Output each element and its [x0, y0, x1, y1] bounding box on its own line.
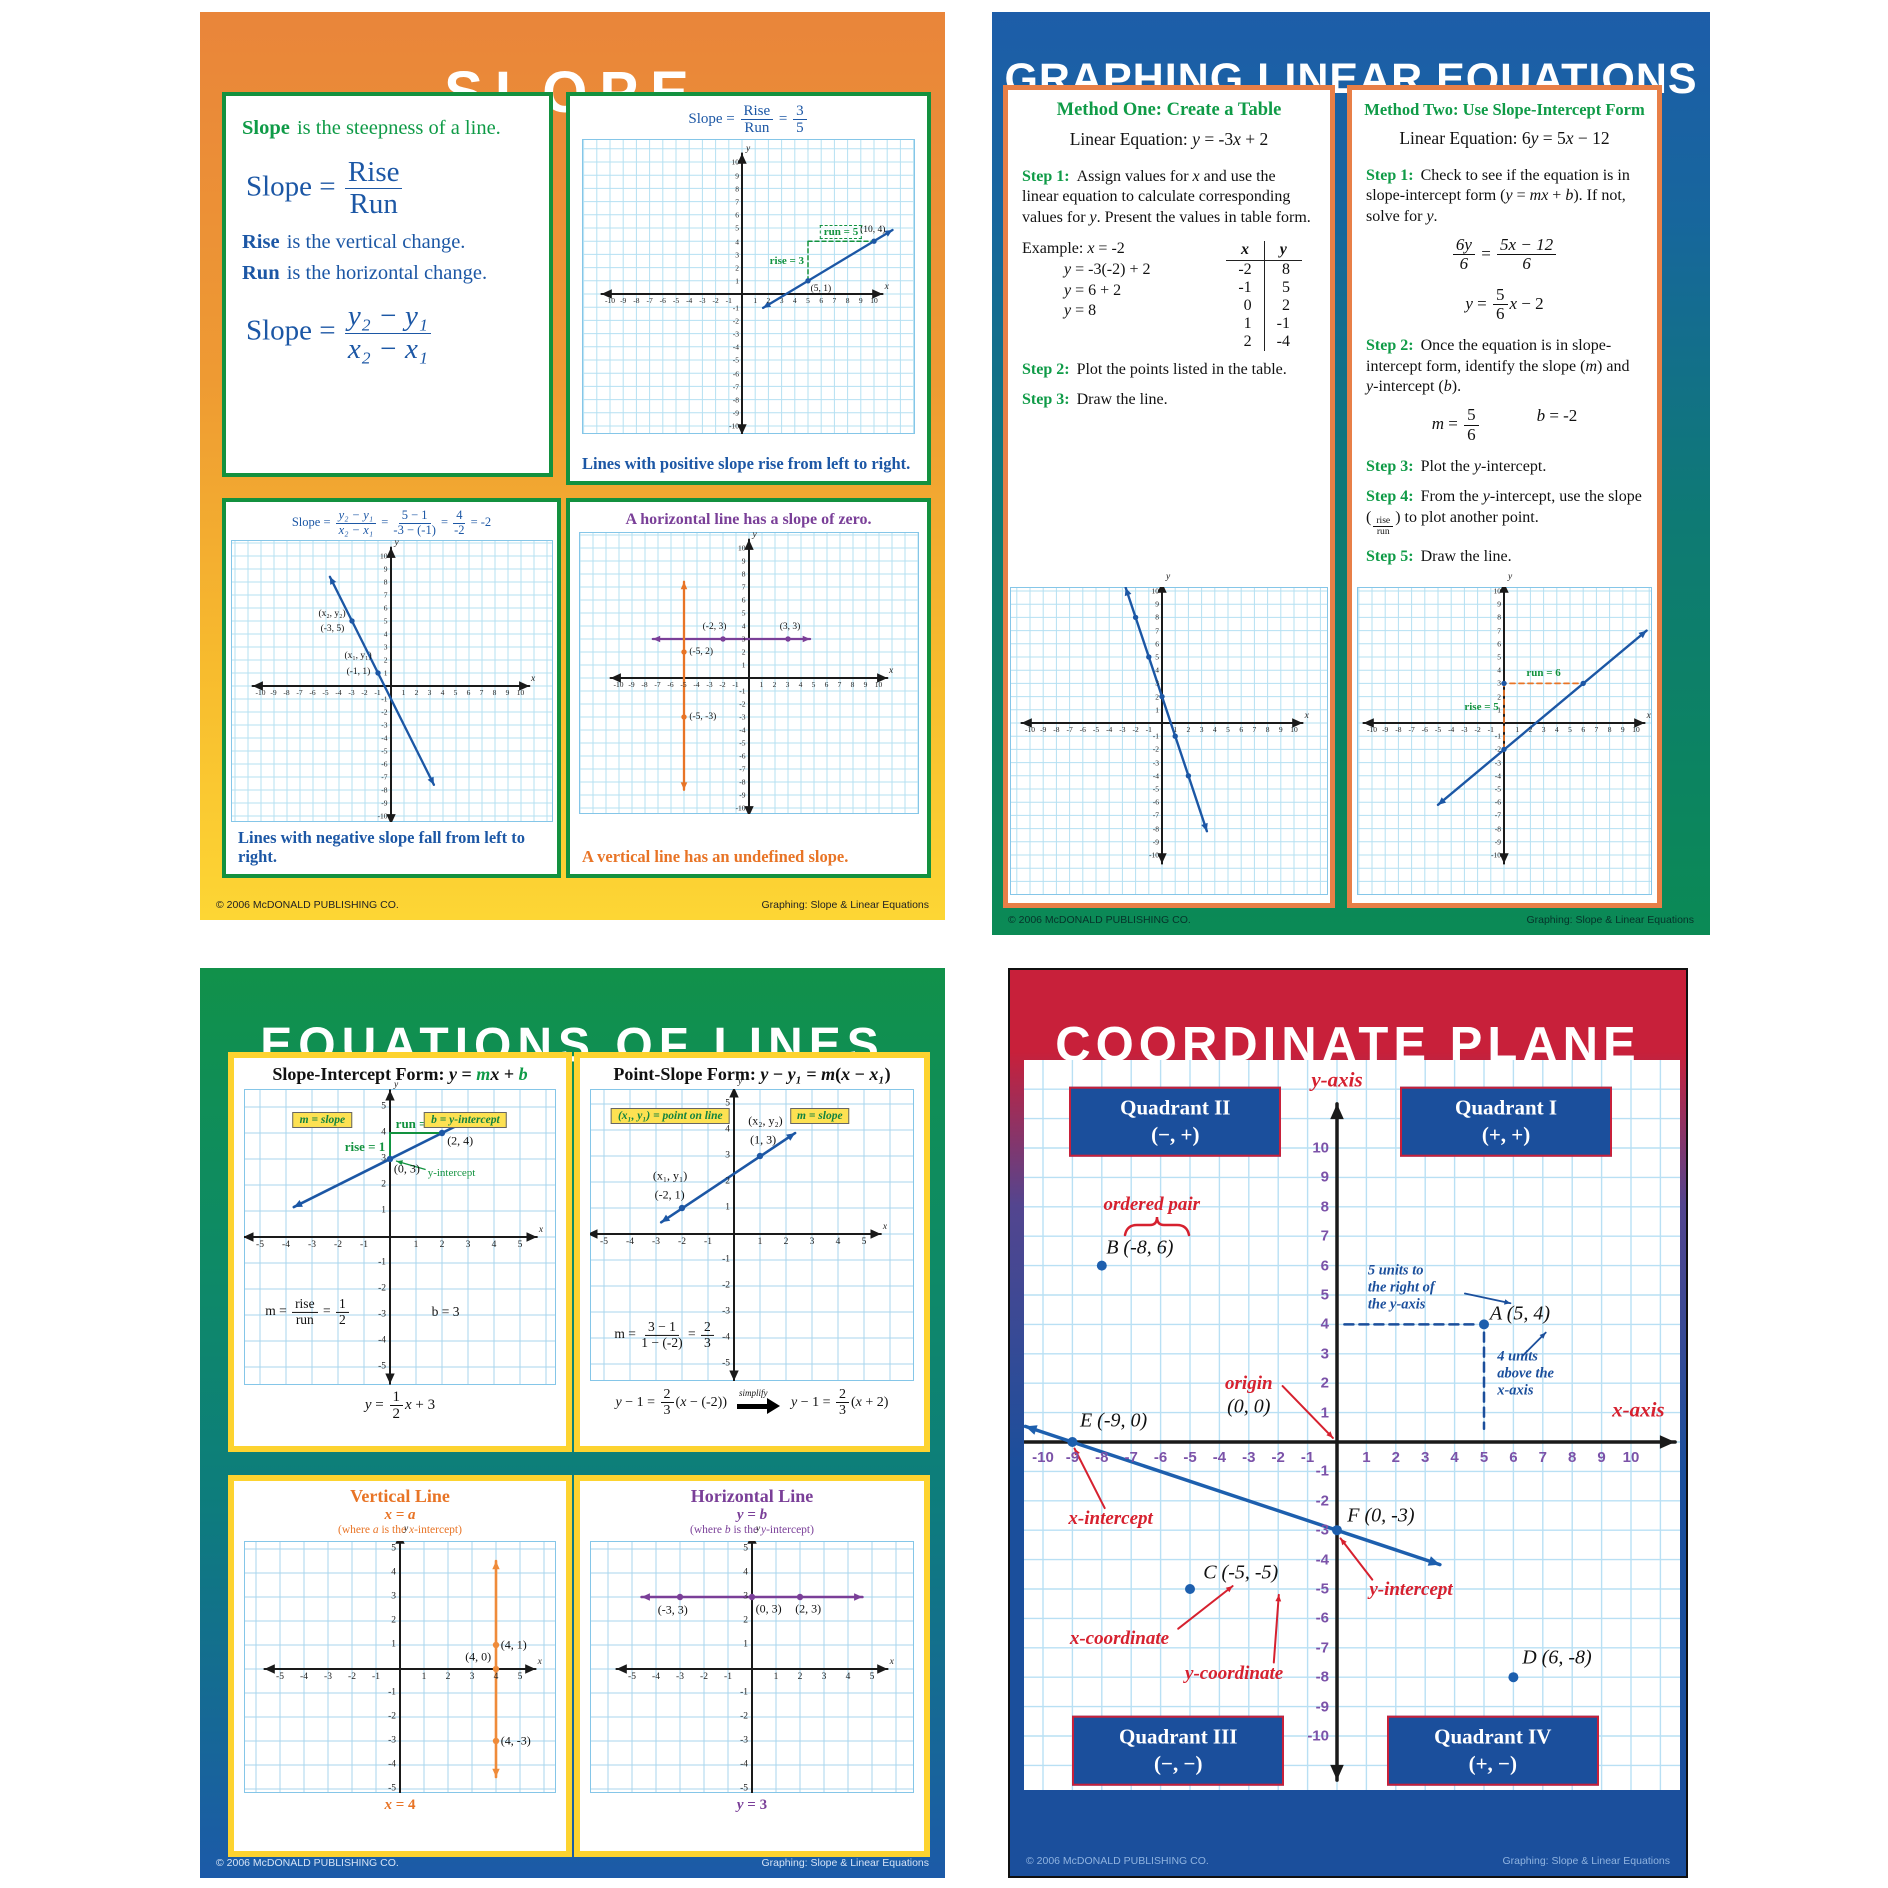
method-two-step-4: Step 4: From the y-intercept, use the slo… [1366, 488, 1642, 537]
term-rise: Rise [242, 231, 280, 254]
slope-definition-panel: Slope is the steepness of a line. Slope … [222, 92, 553, 477]
method-one-step-2: Step 2: Plot the points listed in the tab… [1022, 360, 1287, 378]
positive-slope-graph: -10 -9 -8 -7 -6 -5 -4 -3 -2 -1 1 2 3 4 5 6 7 8 9 10 -10 -9 -8-… [582, 139, 915, 435]
slope-intercept-graph: -5 -4 -3 -2 -1 1 2 3 4 5 -5 -4 -3 -2 -1 1 2 3 4 5 y x rise = 1… [244, 1080, 556, 1385]
zero-undefined-slope-panel: A horizontal line has a slope of zero. -… [566, 498, 931, 878]
vertical-line-equation: x = a [384, 1506, 416, 1523]
point-slope-simplified: y − 1 = 2 3 (x + 2) [790, 1387, 889, 1419]
positive-slope-caption: Lines with positive slope rise from left… [582, 454, 911, 474]
copyright-text: © 2006 McDONALD PUBLISHING CO. [216, 1857, 399, 1869]
method-one-example: Example: x = -2 y = -3(-2) + 2 y = 6 + 2… [1022, 239, 1316, 351]
xy-value-table: x y -2 8 -1 5 0 2 1 -1 2 -4 [1226, 240, 1302, 351]
method-one-title: Method One: Create a Table [1056, 100, 1282, 120]
graph-label: y [1166, 572, 1171, 583]
poster-graphing-linear-equations: GRAPHING LINEAR EQUATIONS Method One: Cr… [992, 12, 1710, 935]
term-slope: Slope [242, 117, 290, 139]
horizontal-line-note: (where b is the y-intercept) [690, 1523, 814, 1536]
slope-coordinates-formula: Slope = y₂ − y₁ x₂ − x₁ [246, 301, 533, 365]
rise-definition-text: Rise is the vertical change. [242, 231, 466, 254]
vertical-line-note: (where a is the x-intercept) [338, 1523, 462, 1536]
example-line: y = 6 + 2 [1064, 281, 1122, 299]
series-text: Graphing: Slope & Linear Equations [761, 899, 929, 911]
horizontal-line-caption: A horizontal line has a slope of zero. [625, 511, 872, 528]
point-slope-form-header: Point-Slope Form: y − y₁ = m(x − x₁) [613, 1064, 891, 1084]
coordinate-plane-graph: -10 -9 -8 -7 -6 -5 -4 -3 -2 -1 1 2 3 4 5 6 7 8 9 10 -10 -9 -8-… [1024, 1060, 1680, 1790]
point-slope-form-panel: Point-Slope Form: y − y₁ = m(x − x₁) -5-… [574, 1052, 930, 1452]
example-line: Example: x = -2 [1022, 239, 1125, 257]
vertical-line-result: x = 4 [384, 1797, 416, 1814]
poster-coordinate-plane: COORDINATE PLANE -10 -9 -8 -7 -6 -5 -4 -3 -2 -1 1 2… [1008, 968, 1688, 1878]
negative-slope-graph: -10 -9 -8 -7 -6 -5 -4 -3 -2 -1 1 2 3 4 5 6 7 8 9 10 -10 -9 -8-… [230, 538, 553, 822]
run-definition-text: Run is the horizontal change. [242, 261, 488, 284]
zero-undefined-slope-graph: -10 -9 -8 -7 -6 -5 -4 -3 -2 -1 1 2 3 4 5 6 7 8 9 10 -10 -9 -8-… [578, 530, 919, 814]
method-one-panel: Method One: Create a Table Linear Equati… [1003, 85, 1335, 908]
method-one-graph: -10 -9 -8 -7 -6 -5 -4 -3 -2 -1 1 2 3 4 5 6 7 8 9 10 -10 -9 -8-… [1010, 572, 1328, 895]
example-line: y = 8 [1064, 302, 1097, 320]
vertical-line-caption: A vertical line has an undefined slope. [582, 847, 849, 867]
method-one-step-1: Step 1: Assign values for x and use the l… [1022, 168, 1311, 226]
negative-slope-caption: Lines with negative slope fall from left… [238, 828, 526, 867]
horizontal-line-result: y = 3 [736, 1797, 768, 1814]
method-two-step-3: Step 3: Plot the y-intercept. [1366, 458, 1547, 476]
equations-footer: © 2006 McDONALD PUBLISHING CO. Graphing:… [216, 1857, 929, 1869]
graph-label: y [1508, 572, 1513, 583]
method-one-step-3: Step 3: Draw the line. [1022, 391, 1168, 409]
horizontal-line-graph: -5 -4 -3 -2 -1 1 2 3 4 5 -5 -4 -3 -2 -1 1 2 3 4 5 y x (-3, 3)(… [590, 1524, 914, 1794]
b-value: b = -2 [1536, 406, 1578, 426]
horizontal-line-title: Horizontal Line [690, 1486, 814, 1506]
slope-intercept-form-panel: Slope-Intercept Form: y = mx + b -5 -4 -3-… [228, 1052, 572, 1452]
negative-slope-equation: Slope = y₂ − y₁ x₂ − x₁ = 5 − 1 -3 − (-1) … [291, 508, 492, 537]
method-two-step-5: Step 5: Draw the line. [1366, 548, 1512, 566]
series-text: Graphing: Slope & Linear Equations [1502, 1855, 1670, 1867]
poster-slope: SLOPE Slope is the steepness of a line. … [200, 12, 945, 920]
series-text: Graphing: Slope & Linear Equations [1526, 914, 1694, 926]
term-run: Run [242, 261, 280, 284]
horizontal-line-equation: y = b [736, 1506, 768, 1523]
slope-footer: © 2006 McDONALD PUBLISHING CO. Graphing:… [216, 899, 929, 911]
graphing-footer: © 2006 McDONALD PUBLISHING CO. Graphing:… [1008, 914, 1694, 926]
coordinate-footer: © 2006 McDONALD PUBLISHING CO. Graphing:… [1026, 1855, 1670, 1867]
point-slope-equation: y − 1 = 2 3 (x − (-2)) [615, 1387, 727, 1419]
example-line: y = -3(-2) + 2 [1064, 260, 1151, 278]
copyright-text: © 2006 McDONALD PUBLISHING CO. [216, 899, 399, 911]
method-two-step-1: Step 1: Check to see if the equation is i… [1366, 167, 1630, 225]
copyright-text: © 2006 McDONALD PUBLISHING CO. [1008, 914, 1191, 926]
vertical-line-panel: Vertical Line x = a (where a is the x-in… [228, 1475, 572, 1857]
slope-intercept-form-header: Slope-Intercept Form: y = mx + b [272, 1064, 528, 1084]
method-one-equation: Linear Equation: y = -3x + 2 [1069, 129, 1269, 149]
poster-equations-of-lines: EQUATIONS OF LINES Slope-Intercept Form:… [200, 968, 945, 1878]
copyright-text: © 2006 McDONALD PUBLISHING CO. [1026, 1855, 1209, 1867]
point-slope-graph: -5 -4 -3 -2 -1 1 2 3 4 5 -5 -4 -3 -2 -1 1 2 3 4 5 y x (x₁, y₁)… [590, 1077, 914, 1381]
vertical-line-graph: -5 -4 -3 -2 -1 1 2 3 4 5 -5 -4 -3 -2 -1 1 2 3 4 5 y x (4, 1) (4… [244, 1524, 556, 1794]
method-two-title: Method Two: Use Slope-Intercept Form [1364, 100, 1645, 119]
slope-rise-run-formula: Slope = Rise Run [246, 156, 533, 221]
method-two-panel: Method Two: Use Slope-Intercept Form Lin… [1347, 85, 1662, 908]
method-two-equation: Linear Equation: 6y = 5x − 12 [1399, 128, 1610, 148]
method-two-graph: -10 -9 -8 -7 -6 -5 -4 -3 -2 -1 1 2 3 4 5 6 7 8 9 10 -10 -9 -8-… [1357, 572, 1652, 895]
slope-definition-text: Slope is the steepness of a line. [242, 117, 501, 139]
method-two-step-2: Step 2: Once the equation is in slope-int… [1366, 337, 1630, 395]
negative-slope-panel: Slope = y₂ − y₁ x₂ − x₁ = 5 − 1 -3 − (-1) … [222, 498, 561, 878]
horizontal-line-panel: Horizontal Line y = b (where b is the y-… [574, 1475, 930, 1857]
simplify-arrow-icon: simplify [736, 1388, 781, 1416]
vertical-line-title: Vertical Line [350, 1486, 450, 1506]
series-text: Graphing: Slope & Linear Equations [761, 1857, 929, 1869]
solve-work-line-1: 6y 6 = 5x − 12 6 [1354, 235, 1655, 274]
